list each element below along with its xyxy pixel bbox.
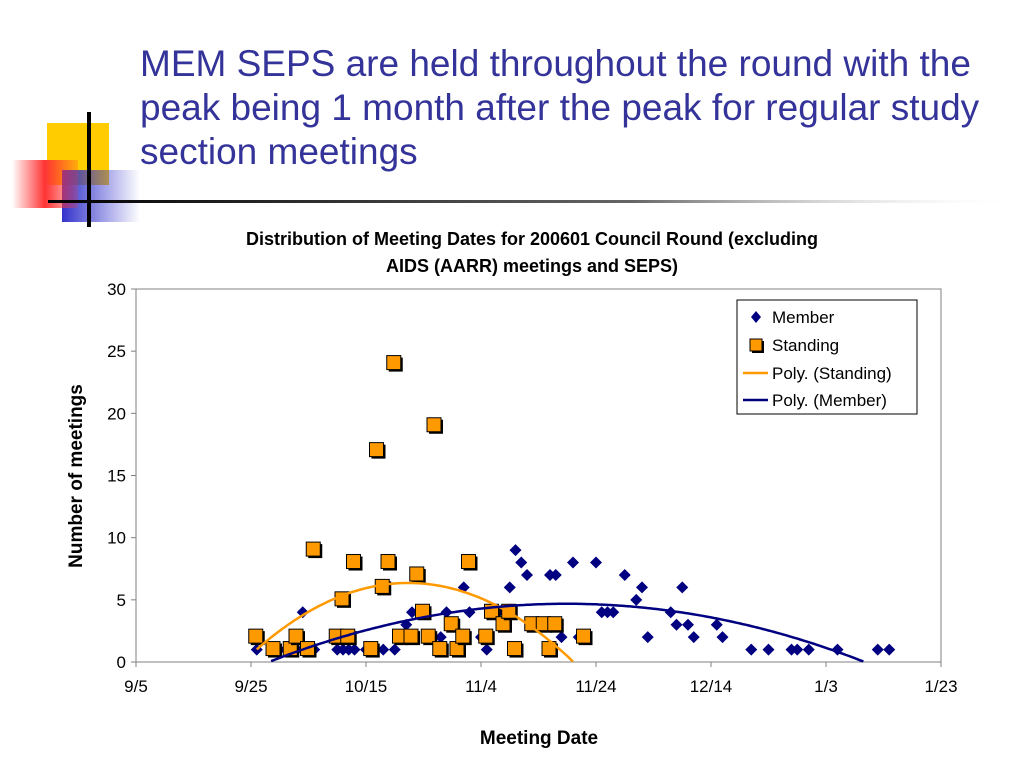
x-axis: 9/5 9/25 10/15 11/4 11/24 12/14 1/3 1/23	[124, 662, 958, 696]
standing-point	[420, 628, 436, 644]
standing-point	[363, 641, 379, 657]
member-point	[636, 581, 648, 594]
x-tick-label: 9/5	[124, 677, 148, 696]
member-point	[630, 593, 643, 606]
standing-point	[443, 616, 459, 632]
legend: Member Standing Poly. (Standing) Poly. (…	[736, 299, 918, 415]
standing-point	[426, 417, 442, 433]
x-tick-label: 1/23	[924, 677, 957, 696]
standing-point	[305, 541, 321, 557]
member-point	[883, 643, 896, 656]
standing-point	[386, 355, 402, 371]
member-point	[567, 556, 579, 569]
member-point	[377, 643, 390, 656]
member-point	[676, 581, 689, 594]
y-tick-label: 25	[107, 342, 126, 361]
standing-point	[547, 616, 563, 632]
trendlines	[255, 581, 864, 663]
member-point	[670, 618, 683, 631]
legend-member-label: Member	[772, 308, 835, 327]
x-tick-label: 1/3	[814, 677, 838, 696]
standing-point	[265, 641, 281, 657]
member-point	[515, 556, 528, 569]
standing-point	[288, 628, 304, 644]
standing-point	[403, 628, 419, 644]
member-point	[687, 631, 700, 644]
member-point	[762, 643, 775, 656]
standing-point	[248, 628, 264, 644]
standing-point	[369, 442, 384, 458]
x-axis-label: Meeting Date	[480, 728, 598, 749]
member-point	[745, 643, 758, 656]
member-point	[618, 568, 631, 581]
legend-standing-marker	[749, 338, 763, 352]
y-tick-label: 0	[117, 653, 126, 672]
standing-point	[380, 554, 396, 570]
y-axis: 0 5 10 15 20 25 30	[107, 280, 136, 672]
x-tick-label: 10/15	[345, 677, 388, 696]
series-standing	[248, 355, 593, 658]
x-tick-label: 11/4	[465, 677, 497, 696]
standing-point	[409, 566, 425, 582]
x-tick-label: 12/14	[690, 677, 733, 696]
member-point	[509, 544, 522, 557]
y-tick-label: 10	[107, 529, 126, 548]
decor-horizontal-line	[48, 200, 1024, 203]
chart-title-line-2: AIDS (AARR) meetings and SEPS)	[386, 256, 678, 276]
member-point	[348, 643, 361, 656]
member-point	[434, 631, 447, 644]
trendline-standing	[255, 581, 574, 663]
chart-title-line-1: Distribution of Meeting Dates for 200601…	[246, 229, 818, 249]
member-point	[607, 606, 620, 619]
y-tick-label: 15	[107, 467, 126, 486]
legend-box	[736, 299, 918, 415]
member-point	[555, 631, 568, 644]
member-point	[296, 606, 309, 619]
member-point	[549, 568, 562, 581]
legend-poly-standing-label: Poly. (Standing)	[772, 364, 892, 383]
x-tick-label: 9/25	[234, 677, 267, 696]
member-point	[802, 643, 815, 656]
trendline-member	[270, 602, 864, 663]
member-point	[682, 618, 694, 631]
legend-standing-label: Standing	[772, 336, 839, 355]
member-point	[521, 568, 533, 581]
y-axis-label: Number of meetings	[66, 384, 87, 568]
slide-decoration	[12, 112, 1024, 227]
member-point	[590, 556, 602, 569]
legend-member-marker	[751, 311, 761, 323]
member-point	[388, 643, 401, 656]
member-point	[791, 643, 804, 656]
standing-point	[507, 641, 522, 657]
standing-point	[461, 554, 476, 570]
member-point	[503, 581, 516, 594]
standing-point	[346, 554, 361, 570]
member-point	[871, 643, 884, 656]
member-point	[641, 631, 654, 644]
slide-title: MEM SEPS are held throughout the round w…	[140, 43, 980, 172]
y-tick-label: 20	[107, 404, 126, 423]
x-tick-label: 11/24	[575, 677, 616, 696]
standing-point	[432, 641, 448, 657]
member-point	[480, 643, 493, 656]
standing-point	[455, 628, 471, 644]
standing-point	[576, 628, 591, 644]
member-point	[716, 631, 729, 644]
y-tick-label: 30	[107, 280, 126, 299]
y-tick-label: 5	[117, 591, 126, 610]
decor-vertical-line	[87, 112, 91, 227]
standing-point	[478, 628, 494, 644]
legend-poly-member-label: Poly. (Member)	[772, 391, 887, 410]
member-point	[710, 618, 723, 631]
